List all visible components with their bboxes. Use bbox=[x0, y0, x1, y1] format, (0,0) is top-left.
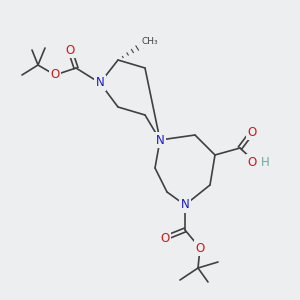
Text: N: N bbox=[156, 134, 164, 146]
Text: O: O bbox=[248, 125, 256, 139]
Text: O: O bbox=[65, 44, 75, 56]
Text: O: O bbox=[160, 232, 169, 244]
Text: N: N bbox=[96, 76, 104, 89]
Text: O: O bbox=[50, 68, 60, 82]
Text: O: O bbox=[248, 155, 256, 169]
Text: N: N bbox=[181, 199, 189, 212]
Text: O: O bbox=[195, 242, 205, 254]
Text: CH₃: CH₃ bbox=[142, 38, 158, 46]
Text: H: H bbox=[261, 155, 269, 169]
